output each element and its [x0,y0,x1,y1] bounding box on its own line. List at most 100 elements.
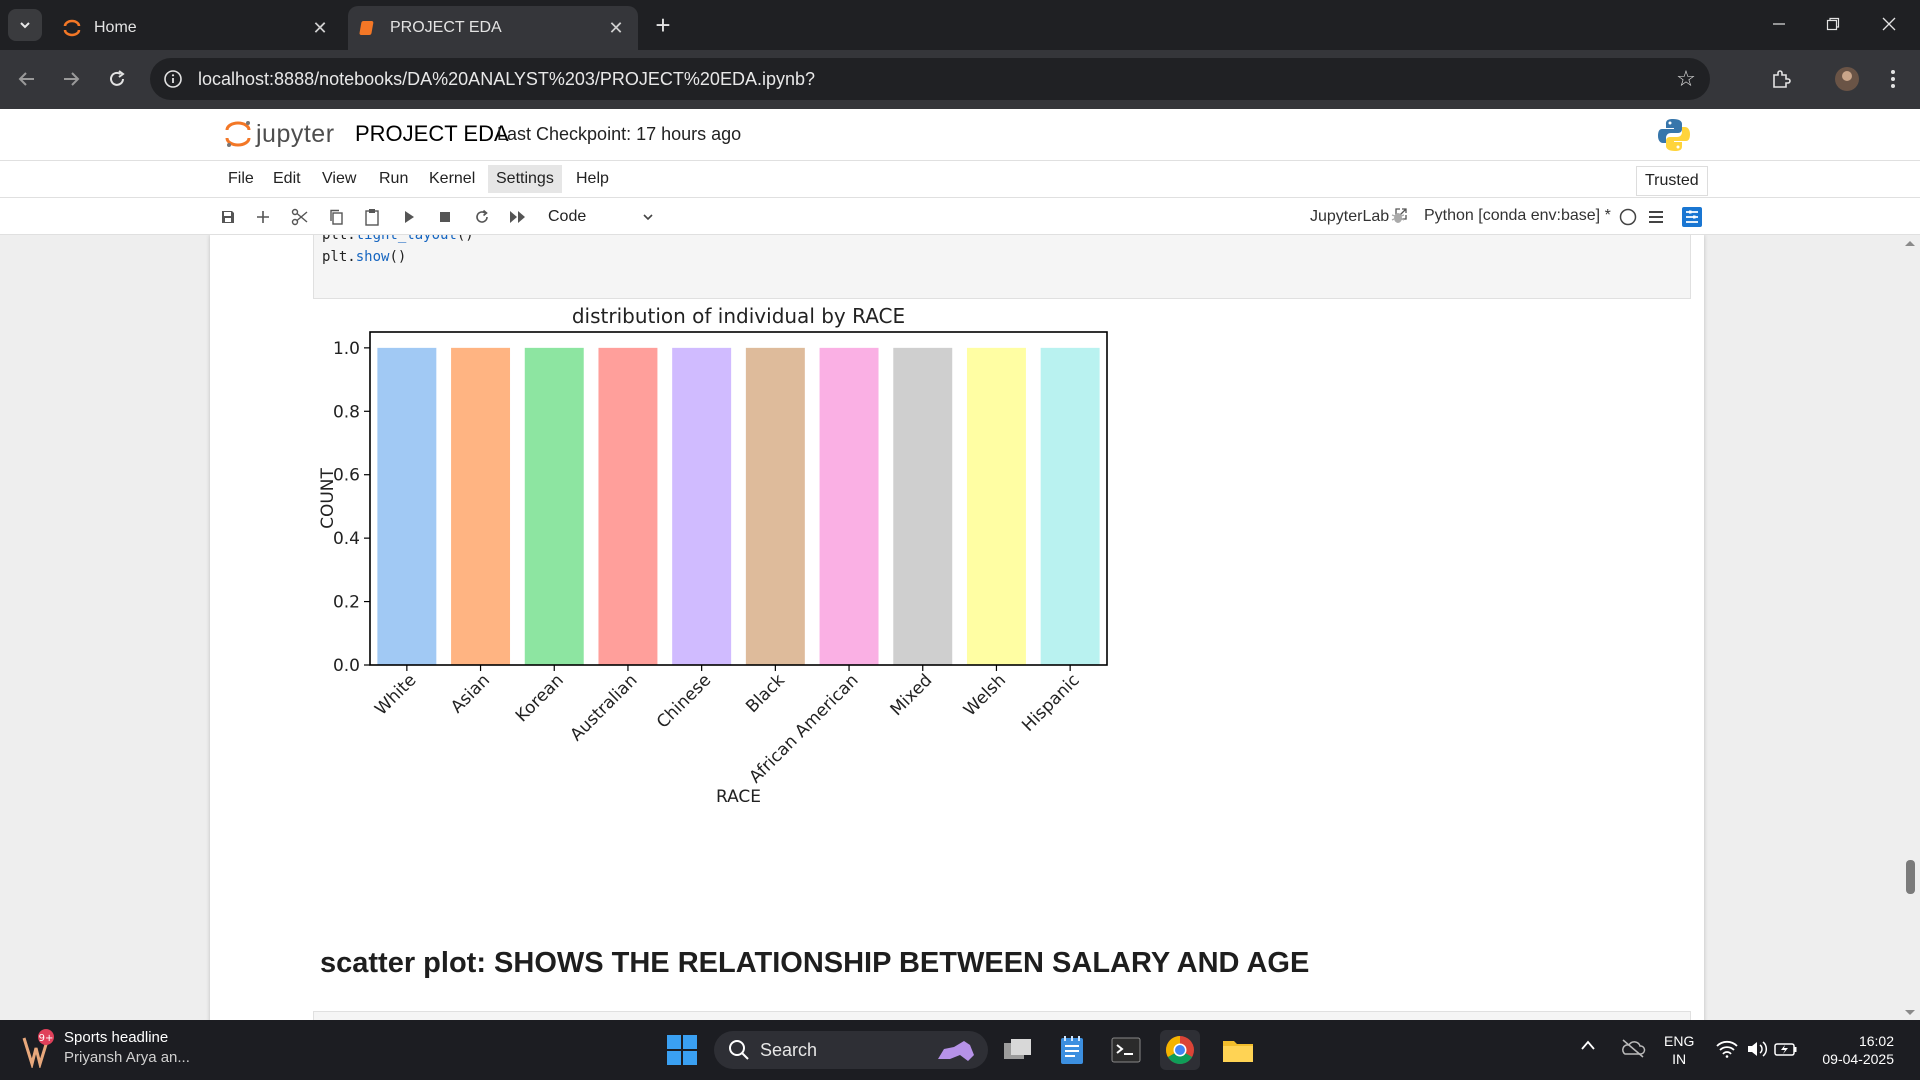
tab-search-button[interactable] [8,9,42,41]
chart-bar [819,347,879,665]
trusted-indicator[interactable]: Trusted [1636,166,1708,196]
browser-menu-icon[interactable] [1878,64,1908,94]
debugger-bug-icon[interactable] [1386,205,1410,229]
region-code: IN [1672,1051,1687,1067]
menu-settings[interactable]: Settings [488,165,562,193]
minimize-icon[interactable] [1756,8,1802,40]
save-icon[interactable] [216,205,240,229]
back-icon[interactable] [12,64,42,94]
scrollbar[interactable] [1900,235,1920,1020]
file-explorer-app[interactable] [1218,1030,1258,1070]
tab-close-icon[interactable]: ✕ [608,17,624,38]
news-widget[interactable]: 9+ Sports headline Priyansh Arya an... [20,1028,190,1068]
onedrive-offline-icon[interactable] [1620,1038,1646,1061]
tab-home[interactable]: Home ✕ [52,6,342,50]
widget-badge: 9+ [39,1033,54,1044]
fast-forward-icon[interactable] [506,205,530,229]
cell-type-select[interactable]: Code [548,205,654,229]
menu-view[interactable]: View [322,170,357,187]
menu-file[interactable]: File [228,170,254,187]
next-code-cell[interactable] [313,1011,1691,1020]
wifi-icon[interactable] [1716,1040,1738,1061]
x-tick-label: Black [742,670,789,717]
search-label: Search [760,1039,818,1060]
chevron-down-icon [643,214,653,221]
kernel-name[interactable]: Python [conda env:base] * [1424,207,1611,224]
y-tick-label: 0.0 [333,656,360,676]
paste-icon[interactable] [360,205,384,229]
jupyter-header: jupyter PROJECT EDA Last Checkpoint: 17 … [0,109,1920,161]
menu-edit[interactable]: Edit [273,170,301,187]
code-obj: plt. [322,249,356,265]
terminal-icon [1111,1037,1141,1063]
x-tick-label: Mixed [887,670,937,720]
folder-icon [1223,1041,1253,1062]
task-view-button[interactable] [998,1030,1038,1070]
notebook-title[interactable]: PROJECT EDA [355,121,509,146]
scroll-down-icon[interactable] [1905,1010,1915,1015]
y-axis-label: COUNT [318,467,338,528]
terminal-app[interactable] [1106,1030,1146,1070]
code-cell[interactable]: plt.tight_layout() plt.show() [313,235,1691,299]
bookmark-star-icon[interactable]: ☆ [1676,66,1696,91]
tab-project-eda[interactable]: PROJECT EDA ✕ [348,6,638,50]
jupyterlab-link[interactable]: JupyterLab [1310,207,1408,226]
site-info-icon[interactable] [162,68,184,90]
browser-tabstrip: Home ✕ PROJECT EDA ✕ + [0,0,1920,50]
code-fn: show [355,249,390,265]
menu-kernel[interactable]: Kernel [429,170,476,187]
scroll-up-icon[interactable] [1905,241,1915,246]
x-tick-label: Welsh [960,670,1010,720]
kernel-status-circle-icon [1616,205,1640,229]
menu-run[interactable]: Run [379,170,409,187]
chrome-app[interactable] [1160,1030,1200,1070]
chart-frame [369,331,1108,666]
new-tab-button[interactable]: + [655,9,671,40]
insert-cell-icon[interactable] [251,205,275,229]
scrollbar-thumb[interactable] [1906,860,1915,894]
jupyter-wordmark: jupyter [256,119,335,148]
reload-icon[interactable] [102,64,132,94]
chart-bar [672,347,732,665]
notebook-favicon-icon [358,18,378,38]
cell-type-value: Code [548,208,587,225]
chevron-down-icon [20,22,30,29]
profile-avatar[interactable] [1832,64,1862,94]
cut-icon[interactable] [288,205,312,229]
language-code: ENG [1664,1033,1695,1049]
tab-title: Home [94,19,137,36]
extensions-icon[interactable] [1766,64,1796,94]
address-bar[interactable]: localhost:8888/notebooks/DA%20ANALYST%20… [150,58,1710,100]
x-tick-label: Australian [567,670,642,745]
menu-help[interactable]: Help [576,170,609,187]
restart-icon[interactable] [470,205,494,229]
notepad-app[interactable] [1052,1030,1092,1070]
code-line: plt.show() [322,249,406,265]
volume-icon[interactable] [1746,1040,1768,1061]
clock-date: 09-04-2025 [1822,1051,1894,1067]
checkpoint-status: Last Checkpoint: 17 hours ago [497,124,742,144]
tab-close-icon[interactable]: ✕ [312,17,328,38]
restore-icon[interactable] [1810,8,1856,40]
jupyter-logo-icon [225,121,251,147]
search-icon [729,1040,749,1060]
browser-toolbar: localhost:8888/notebooks/DA%20ANALYST%20… [0,50,1920,109]
copy-icon[interactable] [324,205,348,229]
taskbar-search[interactable]: Search [714,1031,988,1069]
battery-icon[interactable] [1774,1040,1798,1061]
language-indicator[interactable]: ENG IN [1664,1032,1694,1068]
show-hidden-icons-chevron-up-icon[interactable] [1580,1038,1596,1054]
start-button[interactable] [662,1030,702,1070]
forward-icon[interactable] [56,64,86,94]
chart-bar [377,347,437,665]
x-tick-label: Chinese [653,670,715,732]
property-inspector-icon[interactable] [1680,205,1704,229]
jupyterlab-label: JupyterLab [1310,208,1390,225]
task-view-icon [1004,1039,1031,1059]
stop-icon[interactable] [433,205,457,229]
close-window-icon[interactable] [1866,8,1912,40]
jupyter-logo[interactable]: jupyter [224,119,335,149]
system-clock[interactable]: 16:02 09-04-2025 [1812,1032,1894,1068]
list-icon[interactable] [1644,205,1668,229]
run-icon[interactable] [397,205,421,229]
